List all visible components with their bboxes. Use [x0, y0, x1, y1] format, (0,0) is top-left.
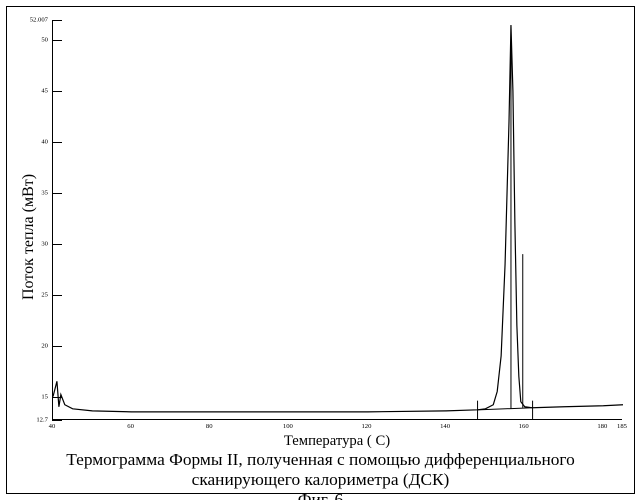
x-tick: 80 — [206, 423, 213, 430]
y-tick: 15 — [22, 393, 48, 400]
figure-caption: Термограмма Формы II, полученная с помощ… — [0, 450, 641, 500]
y-tick: 40 — [22, 139, 48, 146]
y-tick-mark — [52, 295, 62, 296]
y-tick-mark — [52, 193, 62, 194]
y-tick-mark — [52, 91, 62, 92]
x-tick: 100 — [283, 423, 293, 430]
x-tick: 140 — [440, 423, 450, 430]
plot-area — [52, 20, 622, 420]
y-tick-mark — [52, 20, 62, 21]
y-tick-mark — [52, 346, 62, 347]
x-tick: 160 — [519, 423, 529, 430]
y-tick: 35 — [22, 190, 48, 197]
figure-label: Фиг. 6 — [0, 490, 641, 500]
y-tick-mark — [52, 142, 62, 143]
x-tick: 180 — [597, 423, 607, 430]
y-tick: 20 — [22, 342, 48, 349]
y-tick: 52.007 — [22, 16, 48, 23]
x-tick: 185 — [617, 423, 627, 430]
y-tick-mark — [52, 420, 62, 421]
y-tick-mark — [52, 244, 62, 245]
y-tick: 25 — [22, 291, 48, 298]
y-tick-mark — [52, 40, 62, 41]
y-tick: 50 — [22, 37, 48, 44]
figure-container: Поток тепла (мВт) Температура ( С) 40608… — [0, 0, 641, 500]
caption-line2: сканирующего калориметра (ДСК) — [0, 470, 641, 490]
y-tick: 45 — [22, 88, 48, 95]
dsc-chart-svg — [53, 20, 623, 420]
x-tick: 40 — [49, 423, 56, 430]
y-tick: 30 — [22, 240, 48, 247]
x-tick: 60 — [127, 423, 134, 430]
y-tick: 12.7 — [22, 417, 48, 424]
x-axis-label: Температура ( С) — [52, 433, 622, 450]
y-tick-mark — [52, 397, 62, 398]
dsc-curve — [53, 25, 623, 412]
x-tick: 120 — [361, 423, 371, 430]
caption-line1: Термограмма Формы II, полученная с помощ… — [0, 450, 641, 470]
